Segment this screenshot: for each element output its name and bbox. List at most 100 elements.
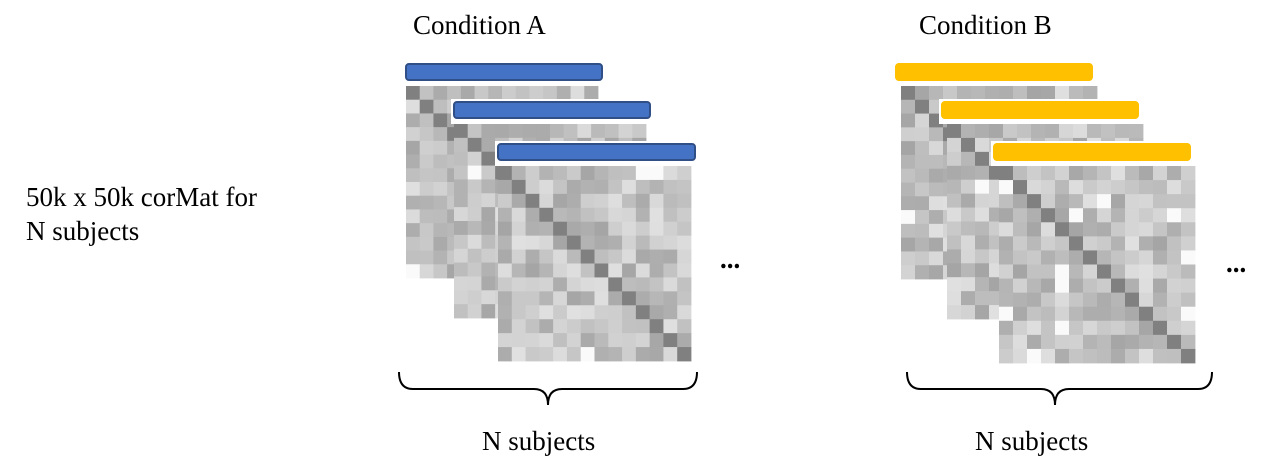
matrix-cell: [1041, 166, 1056, 181]
matrix-cell: [622, 305, 637, 320]
matrix-cell: [943, 86, 958, 101]
matrix-cell: [1125, 292, 1140, 308]
condition-a-stack: [403, 61, 698, 362]
matrix-cell: [419, 154, 434, 169]
matrix-cell: [999, 236, 1014, 251]
matrix-cell: [999, 306, 1014, 322]
matrix-cell: [1055, 180, 1070, 195]
matrix-cell: [454, 193, 469, 208]
matrix-cell: [635, 221, 651, 237]
matrix-cell: [975, 207, 990, 222]
matrix-cell: [1055, 194, 1070, 209]
matrix-cell: [975, 179, 990, 195]
matrix-cell: [539, 235, 554, 250]
matrix-cell: [467, 179, 482, 194]
matrix-cell: [1181, 180, 1196, 195]
matrix-cell: [1027, 264, 1042, 279]
matrix-cell: [1125, 334, 1140, 350]
matrix-cell: [1041, 334, 1056, 350]
matrix-cell: [525, 193, 540, 209]
condition-b-header-bar: [993, 143, 1191, 161]
matrix-cell: [525, 263, 540, 278]
matrix-cell: [608, 333, 623, 348]
matrix-cell: [433, 236, 448, 251]
matrix-cell: [999, 334, 1014, 350]
matrix-cell: [961, 179, 976, 195]
matrix-cell: [481, 179, 496, 194]
matrix-cell: [1111, 166, 1126, 181]
matrix-cell: [1041, 236, 1056, 251]
matrix-cell: [1013, 334, 1028, 350]
matrix-cell: [975, 124, 990, 139]
matrix-cell: [635, 207, 651, 223]
matrix-cell: [406, 154, 421, 169]
condition-a-brace-label: N subjects: [482, 426, 596, 456]
matrix-cell: [1083, 348, 1098, 364]
matrix-cell: [635, 305, 651, 320]
matrix-cell: [632, 124, 647, 139]
matrix-cell: [481, 304, 496, 319]
matrix-cell: [649, 166, 664, 181]
matrix-cell: [1181, 264, 1196, 279]
matrix-cell: [539, 263, 554, 278]
matrix-cell: [622, 166, 637, 181]
matrix-cell: [677, 319, 692, 334]
matrix-cell: [454, 151, 469, 166]
matrix-cell: [498, 221, 513, 237]
matrix-cell: [498, 291, 513, 306]
matrix-cell: [947, 221, 962, 236]
matrix-cell: [556, 86, 571, 101]
matrix-cell: [663, 235, 678, 250]
matrix-cell: [525, 166, 540, 181]
matrix-cell: [553, 249, 568, 264]
matrix-cell: [1111, 348, 1126, 364]
matrix-cell: [999, 320, 1014, 336]
matrix-cell: [999, 250, 1014, 265]
matrix-cell: [481, 193, 496, 208]
matrix-cell: [1027, 86, 1042, 101]
matrix-cell: [1013, 264, 1028, 279]
matrix-cell: [1167, 250, 1182, 265]
matrix-cell: [901, 223, 916, 239]
matrix-cell: [608, 221, 623, 237]
matrix-cell: [580, 221, 595, 237]
matrix-cell: [566, 207, 582, 223]
matrix-cell: [649, 207, 664, 223]
matrix-cell: [901, 154, 916, 170]
matrix-cell: [433, 99, 448, 114]
matrix-cell: [1027, 208, 1042, 223]
matrix-cell: [539, 221, 554, 237]
matrix-cell: [1083, 306, 1098, 322]
matrix-cell: [1167, 194, 1182, 209]
matrix-cell: [989, 124, 1004, 139]
matrix-cell: [454, 221, 469, 236]
matrix-cell: [635, 291, 651, 306]
matrix-cell: [901, 141, 916, 156]
matrix-cell: [604, 124, 619, 139]
condition-b-header-bar: [941, 101, 1139, 119]
matrix-cell: [419, 140, 434, 155]
matrix-cell: [1069, 306, 1084, 322]
matrix-cell: [929, 168, 944, 183]
matrix-cell: [498, 166, 513, 181]
matrix-cell: [1069, 250, 1084, 265]
matrix-cell: [618, 124, 633, 139]
matrix-cell: [663, 347, 678, 362]
matrix-cell: [901, 86, 916, 101]
matrix-cell: [947, 263, 962, 278]
matrix-cell: [594, 235, 609, 250]
matrix-cell: [1013, 180, 1028, 195]
matrix-cell: [1055, 334, 1070, 350]
matrix-cell: [433, 223, 448, 238]
matrix-cell: [594, 347, 609, 362]
matrix-cell: [594, 166, 609, 181]
matrix-cell: [498, 193, 513, 209]
matrix-cell: [975, 193, 990, 208]
matrix-cell: [1041, 222, 1056, 237]
matrix-cell: [1097, 306, 1112, 322]
matrix-cell: [663, 166, 678, 181]
matrix-cell: [999, 264, 1014, 279]
matrix-cell: [915, 141, 930, 156]
matrix-cell: [1083, 86, 1098, 101]
